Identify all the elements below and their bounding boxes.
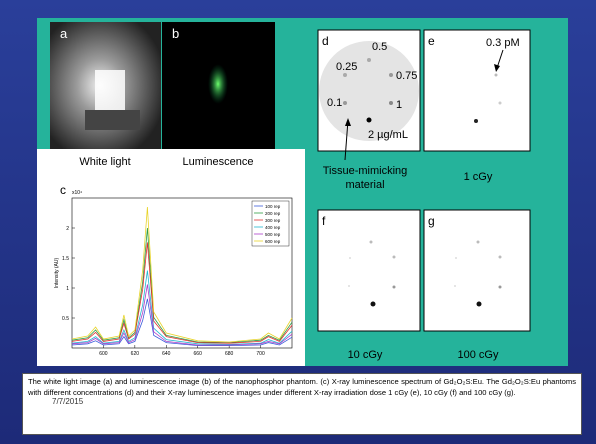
legend-label: 300 rep [265,218,281,223]
y-tick-label: 1.5 [62,256,69,262]
spot [370,301,376,307]
legend-label: 600 rep [265,239,281,244]
well [389,73,393,77]
phantom-disk [319,41,419,141]
well [367,58,371,62]
spot [474,119,478,123]
x-tick-label: 640 [162,351,171,357]
panel-e [423,29,531,152]
spot [392,285,396,289]
glow [208,64,228,104]
panel-g [423,209,531,332]
concentration-label: 1 [396,99,402,111]
panel-caption: 10 cGy [348,349,383,361]
y-tick-label: 1 [66,286,69,292]
spectrum-line [71,227,293,344]
panel-letter: a [60,26,68,41]
x-tick-label: 680 [225,351,234,357]
panel-caption: material [345,179,384,191]
y-axis-label: Intensity (AU) [54,258,60,289]
legend-label: 400 rep [265,225,281,230]
well [366,117,372,123]
spectrum-chart: x10⁴ Intensity (AU) 0.5 1 1.5 2 600 620 640 660 68… [54,190,293,357]
panel-f [317,209,421,332]
spot [498,255,502,259]
y-tick-label: 2 [66,226,69,232]
spot [369,240,373,244]
footer-date: 7/7/2015 [52,397,84,406]
phantom [95,70,125,110]
panel-caption: 100 cGy [458,349,499,361]
spot [349,257,351,259]
x-tick-label: 600 [99,351,108,357]
pointer [344,119,349,161]
legend-label: 500 rep [265,232,281,237]
panel-letter: c [60,183,66,197]
legend-box [251,200,290,247]
pointer [496,49,504,69]
spot [498,285,502,289]
spot [498,101,502,105]
panel-caption: White light [79,156,130,168]
spot [455,257,457,259]
spot [494,73,498,77]
y-multiplier: x10⁴ [72,190,82,196]
spectrum-line [71,298,293,346]
spectrum-line [71,242,293,344]
y-tick-label: 0.5 [62,316,69,322]
panel-caption: Tissue-mimicking [323,165,408,177]
spectrum-line [71,284,293,346]
panel-caption: Luminescence [183,156,254,168]
figure-caption: The white light image (a) and luminescen… [22,373,582,435]
panel-letter: d [322,34,329,48]
spot [476,240,480,244]
spot [392,255,396,259]
spectrum-line [71,270,293,345]
arrowhead [494,64,500,72]
x-tick-label: 660 [194,351,203,357]
stage [85,110,140,130]
x-tick-label: 620 [131,351,140,357]
well [389,101,393,105]
concentration-label: 0.1 [327,97,342,109]
concentration-label: 0.5 [372,41,387,53]
panel-letter: b [172,26,179,41]
legend-label: 200 rep [265,211,281,216]
legend-label: 100 rep [265,204,281,209]
spot [348,285,350,287]
x-tick-label: 700 [256,351,265,357]
concentration-label: 2 µg/mL [368,129,408,141]
spot [476,301,482,307]
well [343,73,347,77]
panel-caption: 1 cGy [464,171,493,183]
arrowhead [345,118,351,126]
spectrum-line [71,206,293,343]
concentration-label: 0.75 [396,70,417,82]
spot [454,285,456,287]
panel-letter: e [428,34,435,48]
concentration-label: 0.25 [336,61,357,73]
panel-letter: g [428,214,435,228]
well [343,101,347,105]
annotation: 0.3 pM [486,37,520,49]
panel-letter: f [322,214,326,228]
